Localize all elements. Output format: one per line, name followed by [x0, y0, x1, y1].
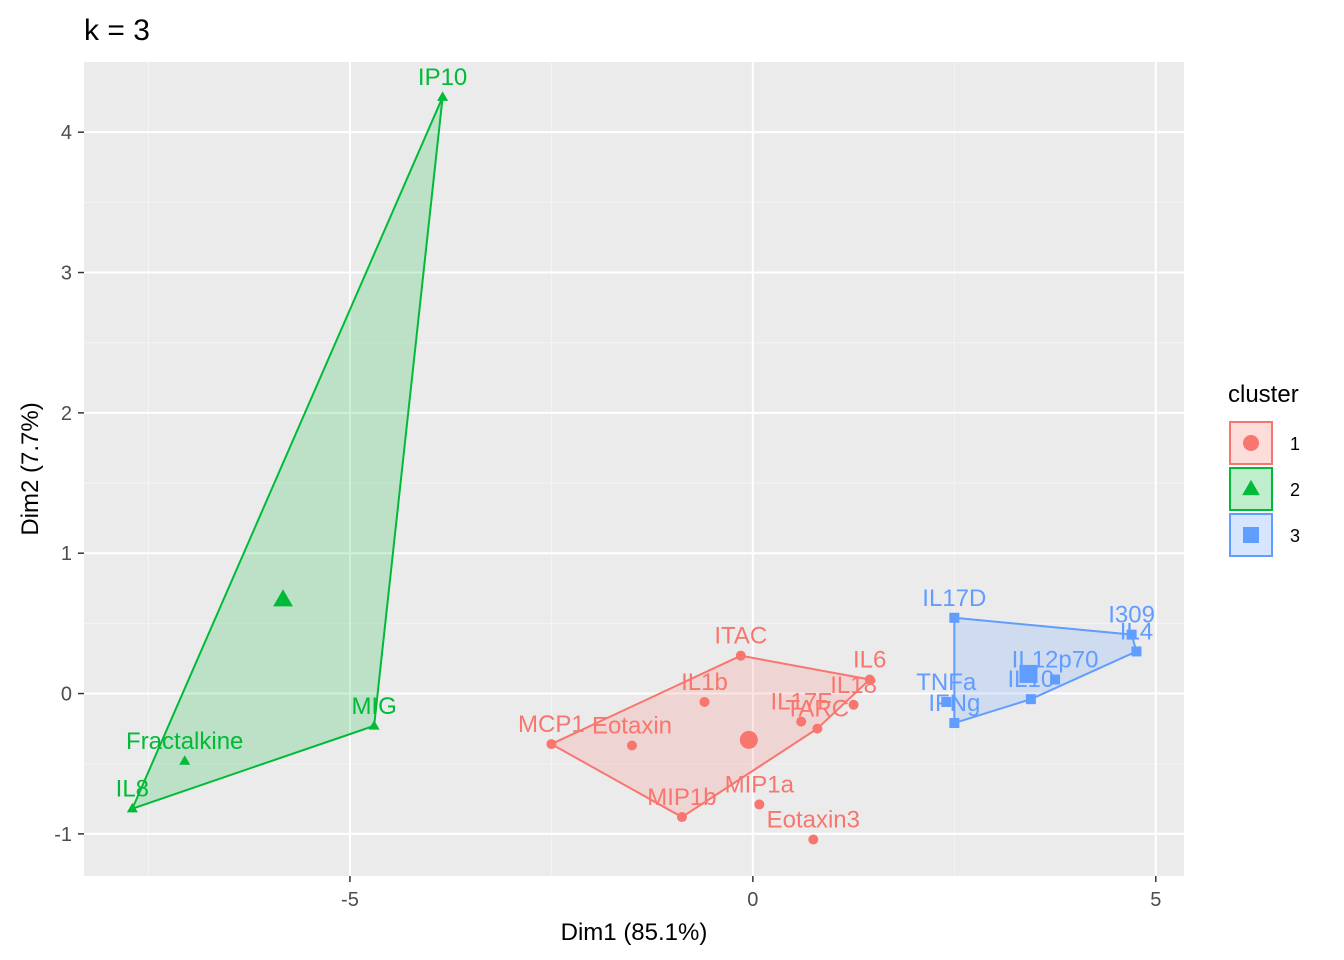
y-tick-label: 1	[61, 543, 72, 565]
point-label-il17f: IL17F	[771, 689, 832, 716]
cluster-2-centroid	[273, 589, 293, 607]
y-tick-label: -1	[54, 824, 72, 846]
legend-marker-circle	[1243, 435, 1259, 451]
data-points	[126, 91, 1142, 845]
cluster-3-hull	[953, 616, 1138, 725]
legend-key-1: 1	[1229, 421, 1300, 465]
plot-panel	[84, 62, 1184, 876]
point-tnfa	[941, 696, 952, 707]
point-label-mip1b: MIP1b	[647, 784, 716, 811]
point-fractalkine	[179, 755, 191, 765]
point-ip10	[437, 91, 449, 101]
point-eotaxin	[626, 740, 637, 751]
point-mip1a	[754, 799, 765, 810]
legend: cluster 1 2 3	[1228, 381, 1300, 557]
cluster-hulls	[130, 96, 1138, 819]
point-il10	[1025, 694, 1036, 705]
legend-key-3: 3	[1229, 513, 1300, 557]
point-label-il6: IL6	[853, 647, 886, 674]
point-label-ifng: IFNg	[928, 690, 980, 717]
point-il8	[126, 802, 138, 813]
chart-title: k = 3	[84, 14, 150, 47]
cluster-3-centroid	[1019, 664, 1038, 683]
point-mcp1	[546, 739, 557, 750]
point-il17f	[796, 716, 807, 727]
x-tick-label: -5	[341, 889, 359, 911]
point-tarc	[812, 723, 823, 734]
legend-label: 1	[1290, 434, 1300, 454]
y-tick-label: 3	[61, 263, 72, 285]
point-eotaxin3	[808, 834, 819, 845]
point-label-il17d: IL17D	[922, 585, 986, 612]
legend-label: 3	[1290, 526, 1300, 546]
point-label-eotaxin3: Eotaxin3	[767, 807, 860, 834]
x-axis-title: Dim1 (85.1%)	[561, 919, 708, 946]
point-label-itac: ITAC	[714, 623, 767, 650]
legend-key-2: 2	[1229, 467, 1300, 511]
point-label-il8: IL8	[116, 776, 149, 803]
point-i309	[1126, 629, 1137, 640]
point-mig	[368, 720, 380, 730]
legend-marker-triangle	[1242, 479, 1260, 496]
point-label-il12p70: IL12p70	[1012, 647, 1099, 674]
axis-ticks: -5 0 5 -1 0 1 2 3 4	[54, 122, 1161, 911]
y-tick-label: 0	[61, 684, 72, 706]
y-tick-label: 4	[61, 122, 72, 144]
point-label-il10: IL10	[1008, 666, 1055, 693]
point-label-mcp1: MCP1	[518, 711, 585, 738]
point-label-mip1a: MIP1a	[725, 771, 795, 798]
point-il17d	[949, 612, 960, 623]
point-label-fractalkine: Fractalkine	[126, 728, 243, 755]
point-il18	[848, 699, 859, 710]
point-label-tarc: TARC	[786, 696, 850, 723]
legend-swatch	[1229, 467, 1273, 511]
point-label-i309: I309	[1108, 602, 1155, 629]
point-label-tnfa: TNFa	[916, 669, 977, 696]
x-tick-label: 0	[747, 889, 758, 911]
legend-label: 2	[1290, 480, 1300, 500]
point-label-mig: MIG	[351, 693, 396, 720]
cluster-1-hull	[549, 654, 872, 819]
point-il12p70	[1050, 674, 1061, 685]
point-label-il4: IL4	[1120, 618, 1153, 645]
x-tick-label: 5	[1150, 889, 1161, 911]
cluster-2-hull	[130, 96, 444, 811]
point-label-eotaxin: Eotaxin	[592, 712, 672, 739]
point-il4	[1131, 646, 1142, 657]
point-ifng	[949, 718, 960, 729]
point-label-ip10: IP10	[418, 64, 467, 91]
point-il6	[864, 674, 875, 685]
legend-title: cluster	[1228, 381, 1299, 408]
cluster-centroids	[273, 589, 1038, 749]
point-label-il18: IL18	[830, 672, 877, 699]
y-tick-label: 2	[61, 403, 72, 425]
point-il1b	[699, 696, 710, 707]
point-itac	[735, 650, 746, 661]
point-mip1b	[676, 812, 687, 823]
y-axis-title: Dim2 (7.7%)	[17, 402, 44, 535]
cluster-1-centroid	[739, 730, 758, 749]
legend-marker-square	[1243, 527, 1259, 543]
point-label-il1b: IL1b	[681, 669, 728, 696]
